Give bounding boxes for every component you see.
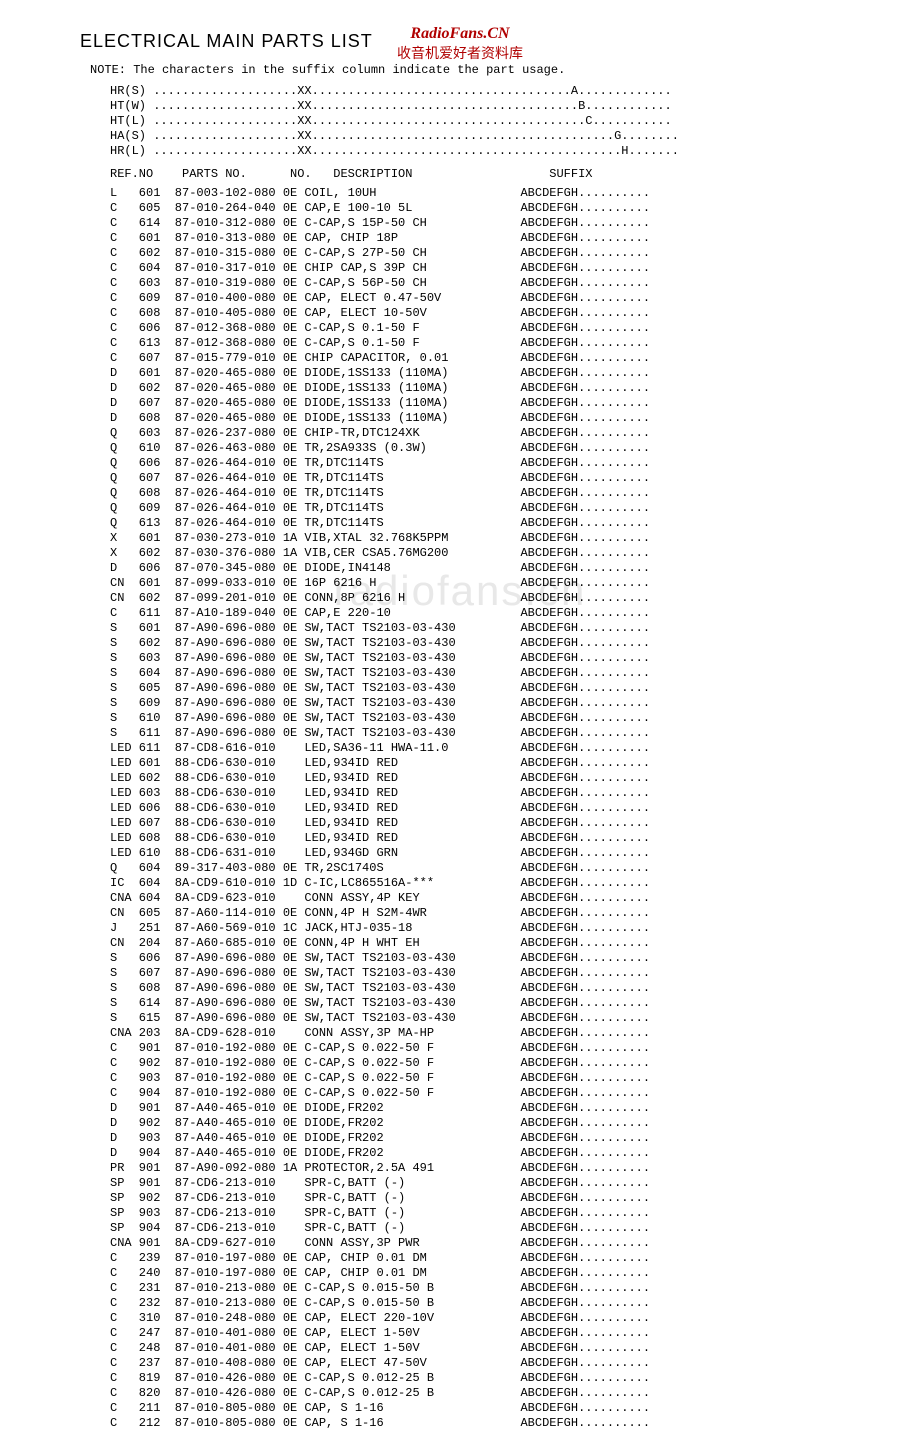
table-row: SP 904 87-CD6-213-010 SPR-C,BATT (-) ABC… [110, 1221, 890, 1236]
table-row: S 609 87-A90-696-080 0E SW,TACT TS2103-0… [110, 696, 890, 711]
table-row: C 212 87-010-805-080 0E CAP, S 1-16 ABCD… [110, 1416, 890, 1431]
table-row: Q 604 89-317-403-080 0E TR,2SC1740S ABCD… [110, 861, 890, 876]
table-row: S 603 87-A90-696-080 0E SW,TACT TS2103-0… [110, 651, 890, 666]
table-row: CN 601 87-099-033-010 0E 16P 6216 H ABCD… [110, 576, 890, 591]
table-row: LED 611 87-CD8-616-010 LED,SA36-11 HWA-1… [110, 741, 890, 756]
table-row: C 602 87-010-315-080 0E C-CAP,S 27P-50 C… [110, 246, 890, 261]
table-row: SP 901 87-CD6-213-010 SPR-C,BATT (-) ABC… [110, 1176, 890, 1191]
table-row: X 601 87-030-273-010 1A VIB,XTAL 32.768K… [110, 531, 890, 546]
table-row: Q 613 87-026-464-010 0E TR,DTC114TS ABCD… [110, 516, 890, 531]
legend-row: HR(L) ....................XX............… [110, 144, 890, 159]
table-row: C 901 87-010-192-080 0E C-CAP,S 0.022-50… [110, 1041, 890, 1056]
table-row: C 247 87-010-401-080 0E CAP, ELECT 1-50V… [110, 1326, 890, 1341]
page-title: ELECTRICAL MAIN PARTS LIST [80, 30, 890, 53]
table-row: C 609 87-010-400-080 0E CAP, ELECT 0.47-… [110, 291, 890, 306]
table-row: C 608 87-010-405-080 0E CAP, ELECT 10-50… [110, 306, 890, 321]
table-row: LED 602 88-CD6-630-010 LED,934ID RED ABC… [110, 771, 890, 786]
table-row: C 607 87-015-779-010 0E CHIP CAPACITOR, … [110, 351, 890, 366]
table-row: L 601 87-003-102-080 0E COIL, 10UH ABCDE… [110, 186, 890, 201]
table-row: CN 204 87-A60-685-010 0E CONN,4P H WHT E… [110, 936, 890, 951]
table-row: D 608 87-020-465-080 0E DIODE,1SS133 (11… [110, 411, 890, 426]
table-row: C 248 87-010-401-080 0E CAP, ELECT 1-50V… [110, 1341, 890, 1356]
table-row: C 603 87-010-319-080 0E C-CAP,S 56P-50 C… [110, 276, 890, 291]
table-row: C 231 87-010-213-080 0E C-CAP,S 0.015-50… [110, 1281, 890, 1296]
table-row: C 819 87-010-426-080 0E C-CAP,S 0.012-25… [110, 1371, 890, 1386]
table-row: S 615 87-A90-696-080 0E SW,TACT TS2103-0… [110, 1011, 890, 1026]
table-row: C 240 87-010-197-080 0E CAP, CHIP 0.01 D… [110, 1266, 890, 1281]
legend-row: HT(W) ....................XX............… [110, 99, 890, 114]
table-row: D 607 87-020-465-080 0E DIODE,1SS133 (11… [110, 396, 890, 411]
table-row: D 606 87-070-345-080 0E DIODE,IN4148 ABC… [110, 561, 890, 576]
table-row: CN 602 87-099-201-010 0E CONN,8P 6216 H … [110, 591, 890, 606]
table-row: CNA 604 8A-CD9-623-010 CONN ASSY,4P KEY … [110, 891, 890, 906]
document-content: ELECTRICAL MAIN PARTS LIST NOTE: The cha… [30, 30, 890, 1431]
table-row: LED 606 88-CD6-630-010 LED,934ID RED ABC… [110, 801, 890, 816]
table-row: S 606 87-A90-696-080 0E SW,TACT TS2103-0… [110, 951, 890, 966]
table-row: Q 606 87-026-464-010 0E TR,DTC114TS ABCD… [110, 456, 890, 471]
table-row: CNA 203 8A-CD9-628-010 CONN ASSY,3P MA-H… [110, 1026, 890, 1041]
table-row: C 232 87-010-213-080 0E C-CAP,S 0.015-50… [110, 1296, 890, 1311]
table-row: Q 607 87-026-464-010 0E TR,DTC114TS ABCD… [110, 471, 890, 486]
legend-block: HR(S) ....................XX............… [110, 84, 890, 159]
legend-row: HA(S) ....................XX............… [110, 129, 890, 144]
table-row: C 601 87-010-313-080 0E CAP, CHIP 18P AB… [110, 231, 890, 246]
table-row: S 604 87-A90-696-080 0E SW,TACT TS2103-0… [110, 666, 890, 681]
table-row: Q 603 87-026-237-080 0E CHIP-TR,DTC124XK… [110, 426, 890, 441]
table-row: D 904 87-A40-465-010 0E DIODE,FR202 ABCD… [110, 1146, 890, 1161]
table-row: S 611 87-A90-696-080 0E SW,TACT TS2103-0… [110, 726, 890, 741]
table-row: LED 607 88-CD6-630-010 LED,934ID RED ABC… [110, 816, 890, 831]
table-row: C 237 87-010-408-080 0E CAP, ELECT 47-50… [110, 1356, 890, 1371]
table-row: LED 601 88-CD6-630-010 LED,934ID RED ABC… [110, 756, 890, 771]
table-row: C 611 87-A10-189-040 0E CAP,E 220-10 ABC… [110, 606, 890, 621]
table-row: CN 605 87-A60-114-010 0E CONN,4P H S2M-4… [110, 906, 890, 921]
table-row: C 614 87-010-312-080 0E C-CAP,S 15P-50 C… [110, 216, 890, 231]
table-row: C 904 87-010-192-080 0E C-CAP,S 0.022-50… [110, 1086, 890, 1101]
table-row: LED 603 88-CD6-630-010 LED,934ID RED ABC… [110, 786, 890, 801]
table-row: S 614 87-A90-696-080 0E SW,TACT TS2103-0… [110, 996, 890, 1011]
table-row: X 602 87-030-376-080 1A VIB,CER CSA5.76M… [110, 546, 890, 561]
table-row: LED 608 88-CD6-630-010 LED,934ID RED ABC… [110, 831, 890, 846]
table-row: PR 901 87-A90-092-080 1A PROTECTOR,2.5A … [110, 1161, 890, 1176]
table-row: D 902 87-A40-465-010 0E DIODE,FR202 ABCD… [110, 1116, 890, 1131]
table-row: D 903 87-A40-465-010 0E DIODE,FR202 ABCD… [110, 1131, 890, 1146]
table-row: CNA 901 8A-CD9-627-010 CONN ASSY,3P PWR … [110, 1236, 890, 1251]
table-row: IC 604 8A-CD9-610-010 1D C-IC,LC865516A-… [110, 876, 890, 891]
table-row: S 608 87-A90-696-080 0E SW,TACT TS2103-0… [110, 981, 890, 996]
table-row: C 903 87-010-192-080 0E C-CAP,S 0.022-50… [110, 1071, 890, 1086]
table-row: S 601 87-A90-696-080 0E SW,TACT TS2103-0… [110, 621, 890, 636]
table-row: S 605 87-A90-696-080 0E SW,TACT TS2103-0… [110, 681, 890, 696]
table-row: SP 902 87-CD6-213-010 SPR-C,BATT (-) ABC… [110, 1191, 890, 1206]
table-row: C 211 87-010-805-080 0E CAP, S 1-16 ABCD… [110, 1401, 890, 1416]
table-row: D 601 87-020-465-080 0E DIODE,1SS133 (11… [110, 366, 890, 381]
table-row: Q 608 87-026-464-010 0E TR,DTC114TS ABCD… [110, 486, 890, 501]
parts-table: L 601 87-003-102-080 0E COIL, 10UH ABCDE… [110, 186, 890, 1431]
table-row: S 607 87-A90-696-080 0E SW,TACT TS2103-0… [110, 966, 890, 981]
table-row: C 604 87-010-317-010 0E CHIP CAP,S 39P C… [110, 261, 890, 276]
column-headers: REF.NO PARTS NO. NO. DESCRIPTION SUFFIX [110, 167, 890, 182]
table-row: C 239 87-010-197-080 0E CAP, CHIP 0.01 D… [110, 1251, 890, 1266]
table-row: C 902 87-010-192-080 0E C-CAP,S 0.022-50… [110, 1056, 890, 1071]
table-row: C 606 87-012-368-080 0E C-CAP,S 0.1-50 F… [110, 321, 890, 336]
table-row: D 602 87-020-465-080 0E DIODE,1SS133 (11… [110, 381, 890, 396]
table-row: C 613 87-012-368-080 0E C-CAP,S 0.1-50 F… [110, 336, 890, 351]
table-row: C 605 87-010-264-040 0E CAP,E 100-10 5L … [110, 201, 890, 216]
table-row: SP 903 87-CD6-213-010 SPR-C,BATT (-) ABC… [110, 1206, 890, 1221]
usage-note: NOTE: The characters in the suffix colum… [90, 63, 890, 78]
table-row: C 820 87-010-426-080 0E C-CAP,S 0.012-25… [110, 1386, 890, 1401]
table-row: C 310 87-010-248-080 0E CAP, ELECT 220-1… [110, 1311, 890, 1326]
table-row: J 251 87-A60-569-010 1C JACK,HTJ-035-18 … [110, 921, 890, 936]
table-row: D 901 87-A40-465-010 0E DIODE,FR202 ABCD… [110, 1101, 890, 1116]
table-row: Q 610 87-026-463-080 0E TR,2SA933S (0.3W… [110, 441, 890, 456]
table-row: S 602 87-A90-696-080 0E SW,TACT TS2103-0… [110, 636, 890, 651]
legend-row: HT(L) ....................XX............… [110, 114, 890, 129]
legend-row: HR(S) ....................XX............… [110, 84, 890, 99]
table-row: S 610 87-A90-696-080 0E SW,TACT TS2103-0… [110, 711, 890, 726]
table-row: Q 609 87-026-464-010 0E TR,DTC114TS ABCD… [110, 501, 890, 516]
table-row: LED 610 88-CD6-631-010 LED,934GD GRN ABC… [110, 846, 890, 861]
